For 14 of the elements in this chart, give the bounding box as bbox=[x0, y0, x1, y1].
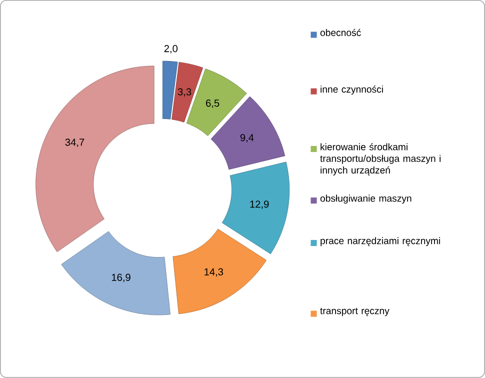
legend-label: prace narzędziami ręcznymi bbox=[320, 237, 440, 246]
data-label: 14,3 bbox=[204, 268, 224, 277]
legend-label: kierowanie środkami transportu/obsługa maszyn i innych urządzeń bbox=[320, 143, 441, 176]
data-label: 2,0 bbox=[164, 45, 178, 54]
legend-label: inne czynności bbox=[320, 86, 383, 95]
data-label: 9,4 bbox=[240, 134, 254, 143]
data-label: 3,3 bbox=[178, 88, 192, 97]
legend-label: obecność bbox=[320, 28, 361, 36]
legend-label: obsługiwanie maszyn bbox=[320, 194, 412, 204]
data-label: 12,9 bbox=[250, 200, 269, 210]
legend-label: transport ręczny bbox=[320, 308, 390, 316]
data-label: 34,7 bbox=[65, 138, 84, 148]
data-label: 6,5 bbox=[206, 100, 220, 108]
data-label: 16,9 bbox=[112, 274, 130, 282]
